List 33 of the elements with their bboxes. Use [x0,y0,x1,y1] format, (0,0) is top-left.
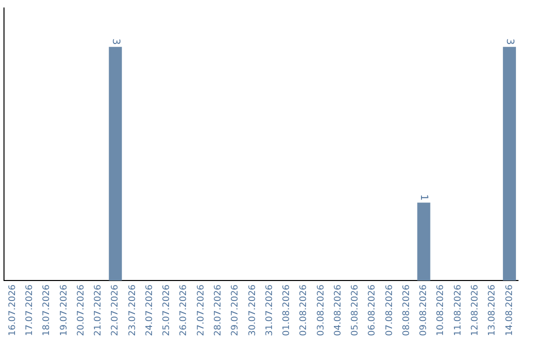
x-tick-label: 09.08.2026 [419,284,430,336]
x-tick-label: 13.08.2026 [488,284,498,336]
x-tick-label: 23.07.2026 [128,284,138,336]
x-tick-label: 25.07.2026 [162,284,172,336]
x-tick-label: 05.08.2026 [350,284,361,336]
x-tick-label: 29.07.2026 [230,284,241,336]
x-tick-label: 02.08.2026 [299,284,310,336]
x-tick-label: 14.08.2026 [504,284,515,336]
x-tick-label: 21.07.2026 [94,284,104,336]
data-label: 3 [504,38,515,45]
x-tick-label: 04.08.2026 [333,284,344,336]
x-tick-label: 26.07.2026 [179,284,190,336]
x-tick-label: 22.07.2026 [110,284,121,336]
data-label: 3 [110,38,121,45]
data-label: 1 [418,194,430,201]
x-tick-label: 20.07.2026 [76,284,86,336]
x-tick-label: 10.08.2026 [436,284,446,336]
x-tick-label: 16.07.2026 [8,284,18,336]
x-tick-label: 03.08.2026 [316,284,326,336]
x-tick-label: 24.07.2026 [144,284,155,336]
x-tick-label: 31.07.2026 [264,284,275,336]
x-tick-label: 18.07.2026 [42,284,52,336]
x-tick-label: 28.07.2026 [214,284,224,336]
x-tick-label: 30.07.2026 [248,284,258,336]
x-tick-label: 08.08.2026 [402,284,412,336]
x-tick-label: 17.07.2026 [25,284,36,336]
x-tick-label: 06.08.2026 [368,284,378,336]
x-tick-label: 11.08.2026 [453,284,464,336]
x-tick-label: 07.08.2026 [384,284,395,336]
x-tick-label: 19.07.2026 [59,284,70,336]
x-tick-label: 01.08.2026 [282,284,292,336]
x-tick-label: 12.08.2026 [470,284,481,336]
x-tick-label: 27.07.2026 [196,284,206,336]
